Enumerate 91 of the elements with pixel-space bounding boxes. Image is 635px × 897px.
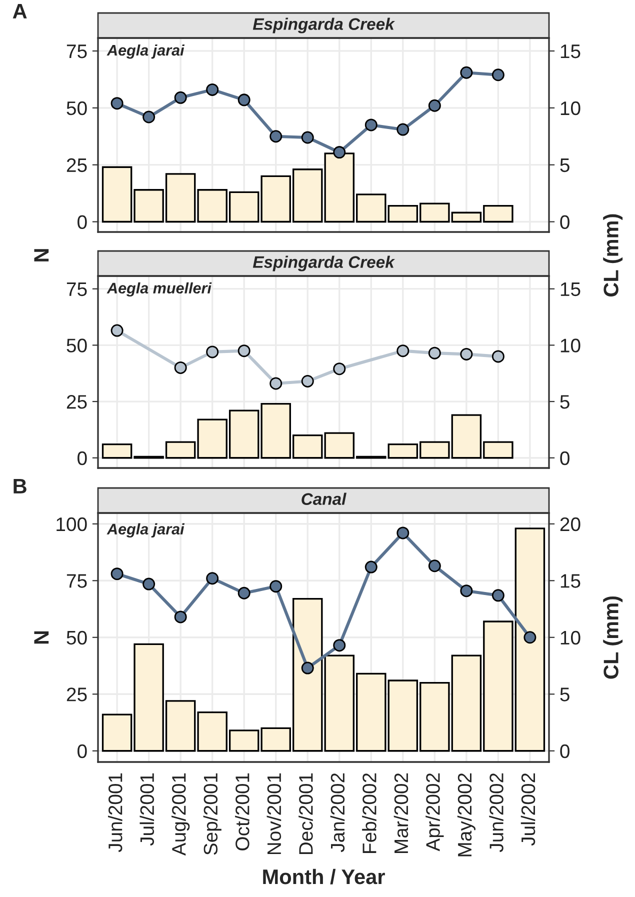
y2-tick-label: 5: [560, 688, 570, 702]
point: [110, 324, 124, 337]
y2-axis-title: CL (mm): [603, 596, 623, 679]
y2-tick-label: 15: [560, 44, 580, 58]
point: [396, 344, 410, 358]
y-tick-label: 0: [78, 744, 87, 758]
point: [492, 350, 504, 363]
point: [396, 526, 410, 540]
x-tick-label: Jan/2002: [330, 773, 345, 852]
y2-tick-label: 15: [560, 282, 580, 296]
y2-tick-label: 0: [560, 451, 570, 466]
point: [110, 97, 124, 110]
x-tick-label: Jul/2001: [140, 773, 154, 846]
point: [428, 346, 441, 360]
y-tick-label: 25: [66, 394, 87, 409]
point: [110, 568, 124, 580]
x-tick-label: Oct/2001: [235, 773, 250, 850]
point: [206, 346, 219, 358]
point: [333, 362, 346, 376]
x-axis-title: Month / Year: [263, 868, 385, 884]
y2-tick-label: 0: [560, 744, 570, 758]
point: [270, 130, 282, 143]
point: [524, 631, 536, 644]
x-tick-label: Jun/2001: [108, 773, 122, 852]
y-tick-label: 0: [78, 451, 87, 466]
x-tick-label: Mar/2002: [394, 773, 408, 853]
x-tick-label: Apr/2002: [426, 773, 444, 852]
point: [238, 344, 250, 358]
annotation: Aegla jarai: [106, 44, 185, 59]
y-tick-label: 50: [66, 338, 87, 352]
y-tick-label: 100: [56, 517, 87, 532]
x-tick-label: Aug/2001: [172, 773, 190, 856]
y2-tick-label: 10: [560, 338, 580, 352]
y2-tick-label: 15: [560, 574, 580, 588]
x-tick-label: Feb/2002: [362, 773, 376, 853]
y2-tick-label: 5: [560, 158, 570, 172]
y-tick-label: 50: [66, 630, 87, 645]
y-tick-label: 75: [66, 282, 87, 296]
point: [460, 584, 473, 598]
y2-tick-label: 10: [560, 101, 580, 116]
x-tick-label: Dec/2001: [298, 773, 313, 854]
y-axis-title: N: [34, 631, 49, 644]
point: [270, 580, 282, 593]
x-tick-label: May/2002: [457, 773, 476, 856]
x-tick-label: Jul/2002: [520, 773, 536, 846]
point: [142, 578, 156, 590]
y2-tick-label: 10: [560, 630, 580, 645]
y-tick-label: 25: [66, 688, 87, 702]
point: [460, 66, 473, 79]
chart-title: Espingarda Creek: [252, 18, 396, 34]
point: [206, 572, 219, 585]
text: B: [14, 479, 26, 494]
point: [333, 639, 346, 652]
chart-title: Espingarda Creek: [252, 256, 396, 272]
chart-title: Canal: [302, 492, 346, 505]
point: [174, 361, 187, 374]
y-tick-label: 50: [66, 101, 87, 116]
point: [142, 110, 156, 124]
y-tick-label: 0: [78, 215, 87, 229]
y2-tick-label: 0: [560, 215, 570, 229]
point: [492, 589, 504, 602]
point: [238, 586, 250, 600]
y2-axis-title: CL (mm): [603, 214, 623, 296]
point: [301, 662, 314, 674]
y-tick-label: 75: [66, 574, 87, 588]
point: [492, 68, 504, 82]
point: [238, 94, 250, 106]
annotation: Aegla jarai: [106, 523, 185, 538]
y-axis-title: N: [34, 249, 49, 262]
point: [301, 131, 314, 144]
y-tick-label: 25: [66, 158, 87, 172]
x-tick-label: Jun/2002: [489, 773, 504, 852]
point: [364, 118, 378, 132]
annotation: Aegla muelleri: [106, 282, 212, 297]
point: [333, 146, 346, 159]
point: [270, 377, 282, 390]
x-tick-label: Sep/2001: [203, 773, 222, 855]
y-tick-label: 75: [66, 44, 87, 58]
point: [364, 560, 378, 574]
point: [206, 83, 219, 96]
x-tick-label: Nov/2001: [266, 773, 282, 854]
text: A: [12, 4, 27, 18]
y2-tick-label: 5: [560, 395, 570, 409]
point: [460, 348, 473, 360]
point: [174, 610, 187, 624]
point: [174, 91, 187, 104]
point: [396, 123, 410, 136]
point: [301, 374, 314, 388]
y2-tick-label: 20: [560, 517, 580, 532]
point: [428, 560, 441, 572]
point: [428, 99, 441, 112]
